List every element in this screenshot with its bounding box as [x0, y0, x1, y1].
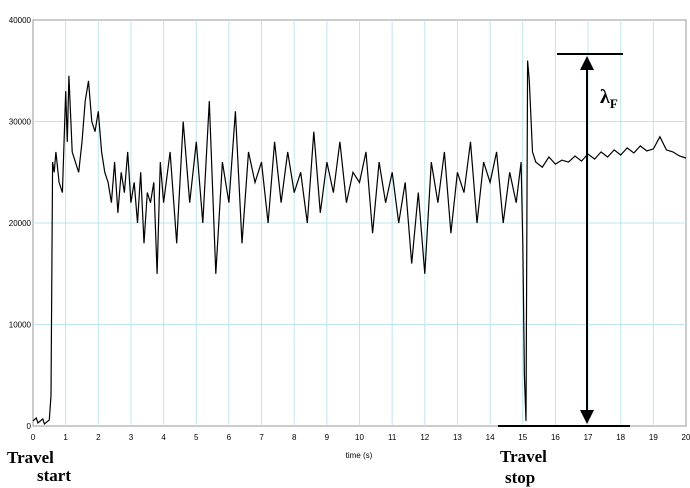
- x-tick-label: 20: [682, 433, 690, 442]
- x-tick-label: 9: [325, 433, 330, 442]
- lambda-symbol: λ: [600, 86, 610, 108]
- x-tick-label: 10: [355, 433, 364, 442]
- x-tick-label: 14: [486, 433, 495, 442]
- x-tick-label: 13: [453, 433, 462, 442]
- y-tick-label: 30000: [9, 118, 32, 127]
- travel-start-label-line2: start: [37, 466, 71, 485]
- lambda-arrow-head-up: [580, 56, 594, 70]
- y-tick-label: 10000: [9, 321, 32, 330]
- travel-start-label-line1: Travel: [7, 448, 54, 467]
- x-tick-label: 3: [129, 433, 134, 442]
- x-tick-label: 6: [227, 433, 232, 442]
- x-tick-label: 15: [518, 433, 527, 442]
- x-tick-label: 17: [584, 433, 593, 442]
- x-tick-label: 4: [161, 433, 166, 442]
- x-tick-label: 5: [194, 433, 199, 442]
- travel-stop-label-line2: stop: [505, 468, 535, 487]
- lambda-label: λF: [600, 86, 618, 111]
- x-tick-label: 7: [259, 433, 264, 442]
- y-tick-label: 20000: [9, 219, 32, 228]
- lambda-subscript: F: [610, 96, 618, 111]
- x-tick-label: 16: [551, 433, 560, 442]
- y-tick-label: 0: [27, 422, 32, 431]
- x-tick-label: 0: [31, 433, 36, 442]
- x-tick-label: 18: [616, 433, 625, 442]
- x-tick-label: 2: [96, 433, 101, 442]
- x-tick-label: 12: [420, 433, 429, 442]
- x-axis-label: time (s): [346, 451, 373, 460]
- x-tick-label: 1: [63, 433, 68, 442]
- x-tick-label: 8: [292, 433, 297, 442]
- series-line: [32, 60, 687, 426]
- x-axis: 0 1 2 3 4 5 6 7 8 9 10 11 12 13 14 15 16 17 18 19 20: [31, 433, 690, 442]
- y-tick-label: 40000: [9, 16, 32, 25]
- lambda-arrow-head-down: [580, 410, 594, 424]
- grid: [33, 20, 686, 426]
- x-tick-label: 11: [388, 433, 397, 442]
- y-axis: 0 10000 20000 30000 40000: [9, 16, 32, 431]
- travel-stop-label-line1: Travel: [500, 447, 547, 466]
- x-tick-label: 19: [649, 433, 658, 442]
